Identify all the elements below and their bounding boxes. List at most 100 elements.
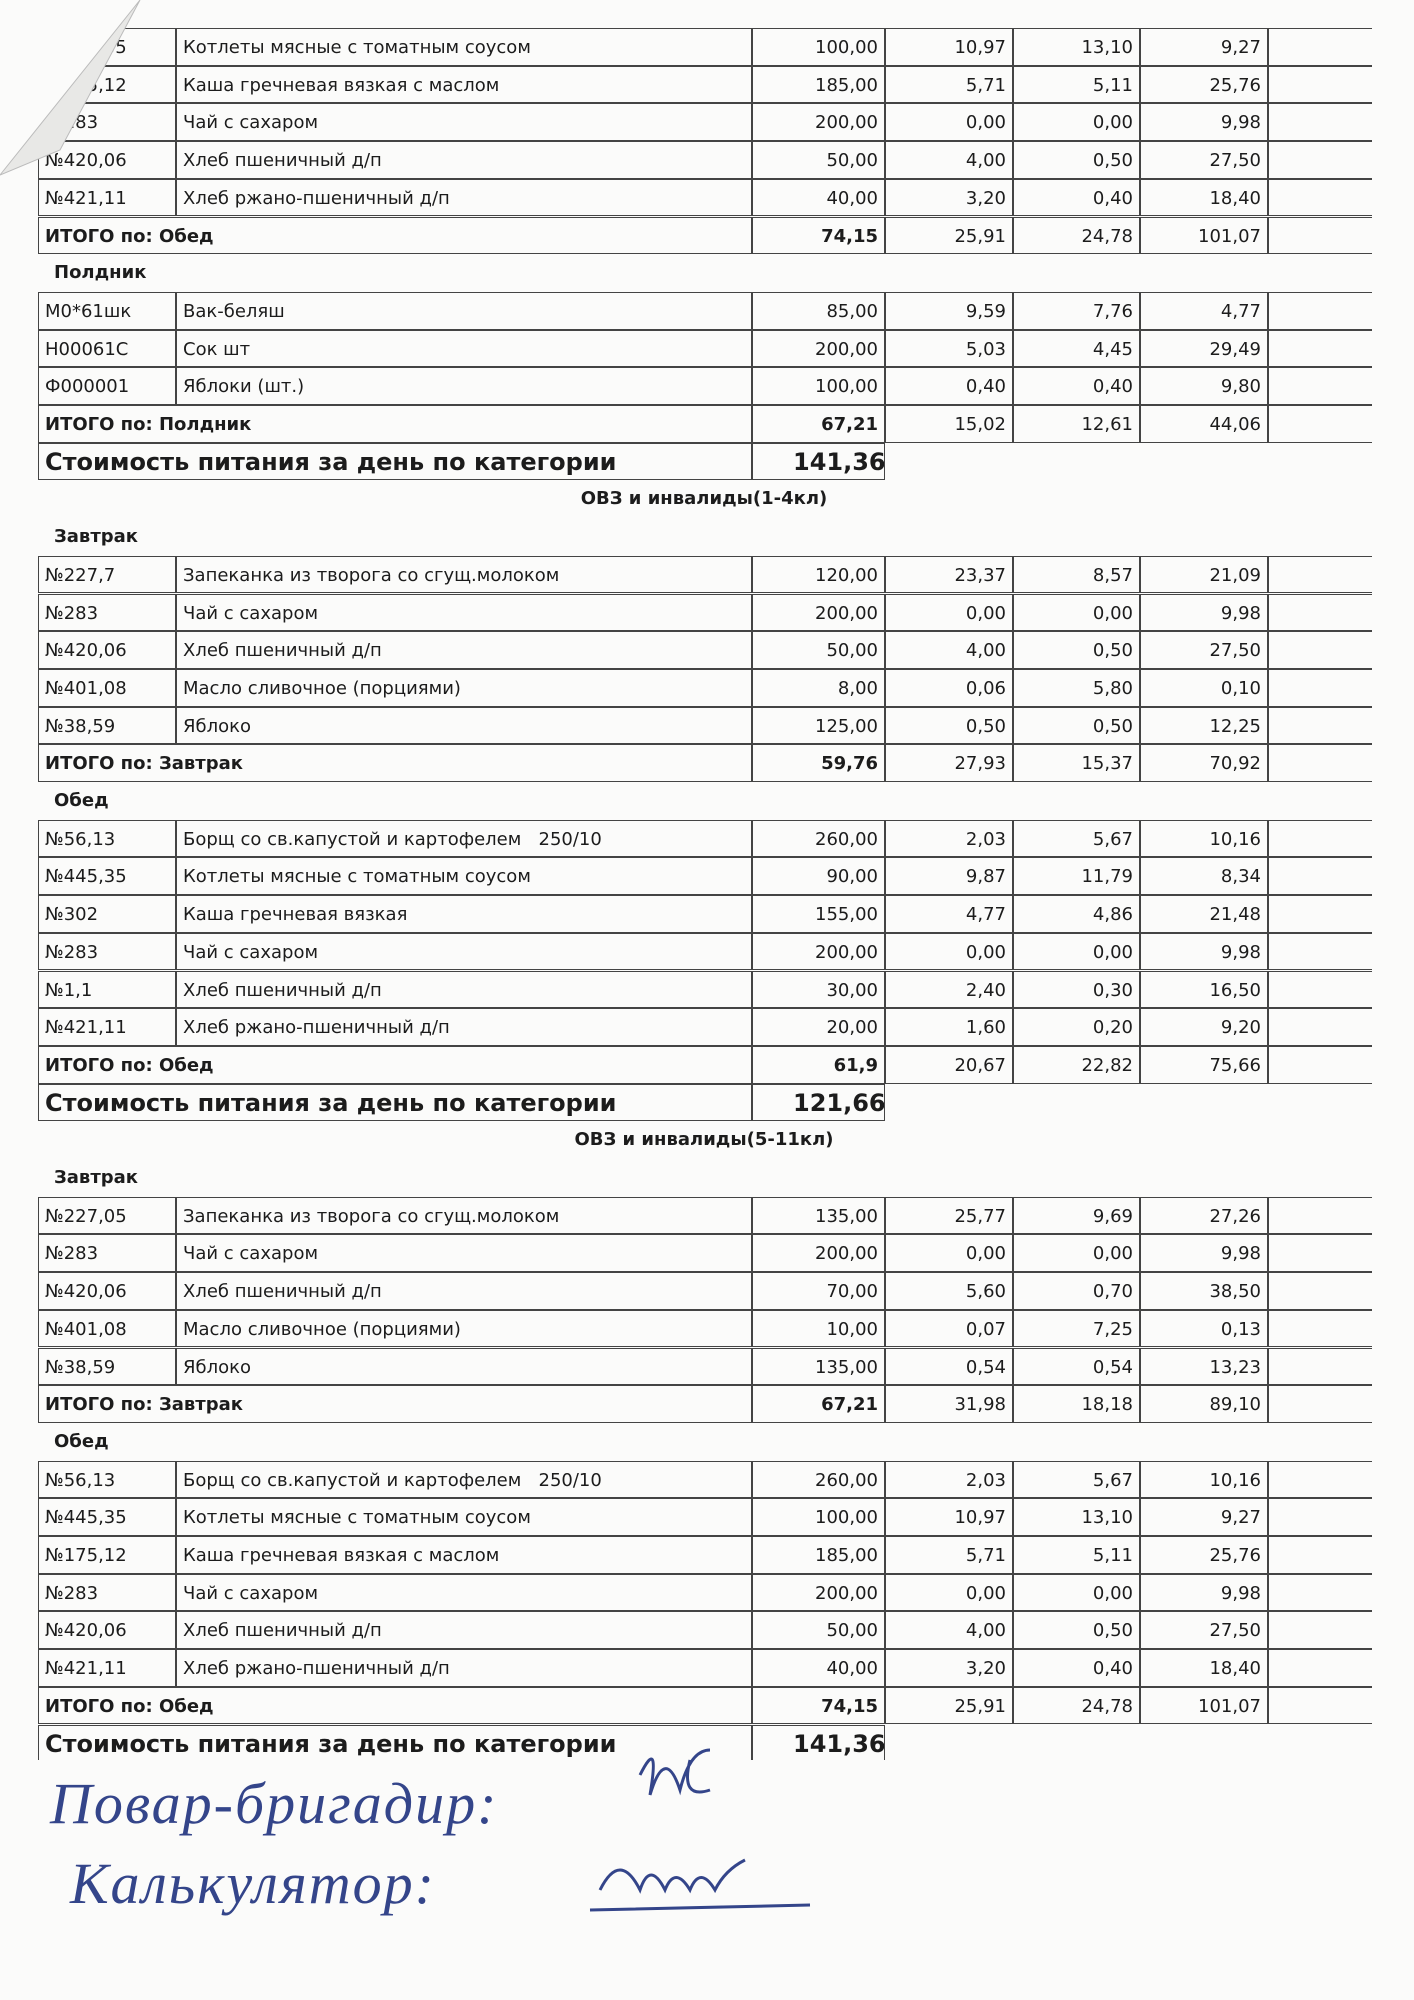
item-text: №445,35 [38, 857, 176, 896]
item-text: Борщ со св.капустой и картофелем 250/10 [176, 1460, 752, 1499]
item-text: Каша гречневая вязкая с маслом [176, 1536, 752, 1574]
total-label: ИТОГО по: Завтрак [38, 1385, 752, 1423]
item-text: Чай с сахаром [176, 932, 752, 971]
item-number: 10,16 [1140, 819, 1268, 858]
item-number: 40,0 [1268, 103, 1372, 142]
total-label: ИТОГО по: Обед [38, 1045, 752, 1084]
item-text: Каша гречневая вязкая [176, 895, 752, 933]
section-heading: Завтрак [54, 1167, 139, 1188]
item-text: №420,06 [38, 631, 176, 669]
item-text: №401,08 [38, 668, 176, 707]
item-number: 16,50 [1140, 970, 1268, 1009]
item-number: 44,0 [1268, 1008, 1372, 1046]
item-number: 0,13 [1140, 1309, 1268, 1348]
item-text: Вак-беляш [176, 291, 752, 330]
item-number: 25,76 [1140, 65, 1268, 104]
item-text: №421,11 [38, 178, 176, 217]
total-number: 24,78 [1013, 1686, 1140, 1725]
item-text: Яблоко [176, 1347, 752, 1386]
total-number: 67,21 [752, 1385, 885, 1423]
item-number: 198,8 [1268, 28, 1372, 66]
total-number: 31,98 [885, 1385, 1013, 1423]
item-number: 23,37 [885, 555, 1013, 594]
item-text: №302 [38, 895, 176, 933]
item-text: Хлеб ржано-пшеничный д/п [176, 178, 752, 217]
item-text: №401,08 [38, 1309, 176, 1348]
item-number: 111,0 [1268, 1460, 1372, 1499]
item-number: 198,8 [1268, 1498, 1372, 1536]
total-number: 89,10 [1140, 1385, 1268, 1423]
item-number: 44,0 [1268, 367, 1372, 405]
item-text: №283 [38, 593, 176, 632]
total-number: 74,15 [752, 1686, 885, 1725]
signature-scribble [589, 1858, 811, 1912]
item-number: 2,03 [885, 819, 1013, 858]
item-number: 10,00 [752, 1309, 885, 1348]
item-number: 178,0 [1268, 329, 1372, 368]
item-number: 130,0 [1268, 631, 1372, 669]
item-number: 100,00 [752, 367, 885, 405]
total-number: 15,37 [1013, 744, 1140, 782]
item-number: 0,20 [1013, 1008, 1140, 1046]
item-number: 100,00 [752, 1498, 885, 1536]
item-number: 3,20 [885, 1649, 1013, 1687]
section-heading: Завтрак [54, 526, 139, 548]
item-text: Яблоки (шт.) [176, 367, 752, 405]
category-heading: ОВЗ и инвалиды(5-11кл) [574, 1129, 834, 1151]
total-label: ИТОГО по: Завтрак [38, 744, 752, 782]
item-number: 40,00 [752, 1649, 885, 1687]
item-text: Хлеб ржано-пшеничный д/п [176, 1649, 752, 1687]
item-number: 10,16 [1140, 1460, 1268, 1499]
total-label: ИТОГО по: Обед [38, 216, 752, 255]
item-number: 0,50 [1013, 706, 1140, 745]
item-number: 0,50 [885, 706, 1013, 745]
item-number: 0,00 [1013, 1573, 1140, 1612]
item-number: 0,00 [885, 1573, 1013, 1612]
item-number: 260,00 [752, 819, 885, 858]
item-number: 8,00 [752, 668, 885, 707]
item-number: 0,00 [1013, 103, 1140, 142]
item-number: 9,59 [885, 291, 1013, 330]
total-number: 739,8 [1268, 1686, 1372, 1725]
item-text: №38,59 [38, 706, 176, 745]
item-number: 0,06 [885, 668, 1013, 707]
total-number: 655,9 [1268, 1385, 1372, 1423]
item-number: 0,50 [1013, 1611, 1140, 1650]
item-number: 149,0 [1268, 895, 1372, 933]
item-number: 8,34 [1140, 857, 1268, 896]
item-number: 5,71 [885, 1536, 1013, 1574]
item-number: 20,00 [752, 1008, 885, 1046]
item-text: М0*61шк [38, 291, 176, 330]
total-number: 12,61 [1013, 405, 1140, 443]
item-text: №283 [38, 932, 176, 971]
item-number: 9,87 [885, 857, 1013, 896]
total-number: 15,02 [885, 405, 1013, 443]
item-text: Чай с сахаром [176, 593, 752, 632]
item-number: 0,00 [885, 593, 1013, 632]
total-number: 75,66 [1140, 1045, 1268, 1084]
item-number: 100,00 [752, 28, 885, 66]
item-number: 10,97 [885, 1498, 1013, 1536]
item-text: №175,12 [38, 1536, 176, 1574]
item-number: 9,20 [1140, 1008, 1268, 1046]
item-number: 0,50 [1013, 141, 1140, 179]
item-text: Сок шт [176, 329, 752, 368]
item-number: 2,03 [885, 1460, 1013, 1499]
total-number: 59,76 [752, 744, 885, 782]
item-number: 18,40 [1140, 178, 1268, 217]
item-text: Яблоко [176, 706, 752, 745]
total-number: 25,91 [885, 1686, 1013, 1725]
item-number: 172,0 [1268, 65, 1372, 104]
item-number: 4,77 [1140, 291, 1268, 330]
item-text: №283 [38, 1573, 176, 1612]
total-number: 67,21 [752, 405, 885, 443]
item-number: 40,0 [1268, 593, 1372, 632]
item-text: Каша гречневая вязкая с маслом [176, 65, 752, 104]
total-number: 20,67 [885, 1045, 1013, 1084]
item-number: 135,00 [752, 1347, 885, 1386]
signature-label: Повар-бригадир: [50, 1771, 499, 1836]
item-text: Ф000001 [38, 367, 176, 405]
item-number: 0,00 [1013, 1234, 1140, 1273]
item-number: 135,00 [752, 1196, 885, 1235]
